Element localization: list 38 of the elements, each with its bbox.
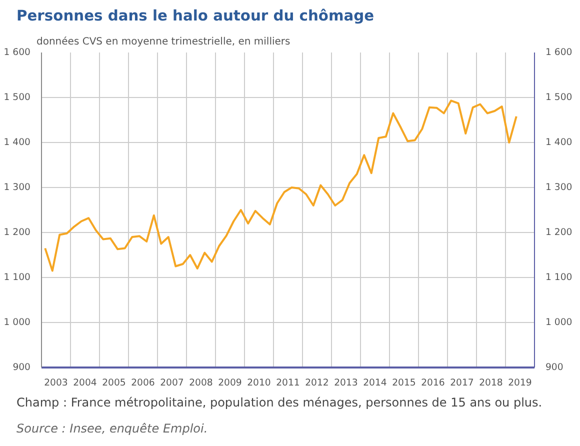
y-tick-label: 900 bbox=[12, 362, 31, 373]
text: Champ : France métropolitaine, population des ménages, personnes de 15 ans ou plus. bbox=[16, 396, 542, 410]
chart-subtitle: données CVS en moyenne trimestrielle, en milliers bbox=[36, 36, 290, 48]
y-tick-label: 1 400 bbox=[4, 137, 31, 148]
x-tick-label: 2012 bbox=[305, 378, 329, 388]
x-tick-label: 2015 bbox=[392, 378, 416, 388]
y2-tick-label: 1 200 bbox=[546, 227, 572, 238]
x-tick-label: 2017 bbox=[450, 378, 474, 388]
y2-tick-label: 900 bbox=[546, 362, 564, 373]
y2-tick-label: 1 100 bbox=[546, 272, 572, 283]
y-tick-label: 1 000 bbox=[4, 317, 31, 328]
x-tick-label: 2016 bbox=[421, 378, 445, 388]
y-tick-label: 1 300 bbox=[4, 182, 31, 193]
x-tick-label: 2007 bbox=[160, 378, 184, 388]
y-tick-label: 1 200 bbox=[4, 227, 31, 238]
y2-tick-label: 1 000 bbox=[546, 317, 572, 328]
x-tick-label: 2010 bbox=[247, 378, 271, 388]
y2-tick-label: 1 500 bbox=[546, 92, 572, 103]
x-tick-label: 2018 bbox=[479, 378, 503, 388]
x-tick-label: 2011 bbox=[276, 378, 300, 388]
y-tick-label: 1 100 bbox=[4, 272, 31, 283]
chart-title: Personnes dans le halo autour du chômage bbox=[16, 8, 374, 24]
y-tick-label: 1 600 bbox=[4, 47, 31, 58]
x-tick-label: 2003 bbox=[44, 378, 68, 388]
x-tick-label: 2008 bbox=[189, 378, 213, 388]
x-tick-label: 2019 bbox=[508, 378, 532, 388]
y2-tick-label: 1 400 bbox=[546, 137, 572, 148]
y2-tick-label: 1 600 bbox=[546, 47, 572, 58]
x-tick-label: 2005 bbox=[102, 378, 126, 388]
x-tick-label: 2013 bbox=[334, 378, 358, 388]
x-tick-label: 2006 bbox=[131, 378, 155, 388]
y-tick-label: 1 500 bbox=[4, 92, 31, 103]
line-series bbox=[44, 100, 518, 272]
x-tick-label: 2009 bbox=[218, 378, 242, 388]
x-tick-label: 2014 bbox=[363, 378, 387, 388]
y2-tick-label: 1 300 bbox=[546, 182, 572, 193]
source-note: Source : Insee, enquête Emploi. bbox=[16, 422, 208, 436]
x-tick-label: 2004 bbox=[73, 378, 97, 388]
